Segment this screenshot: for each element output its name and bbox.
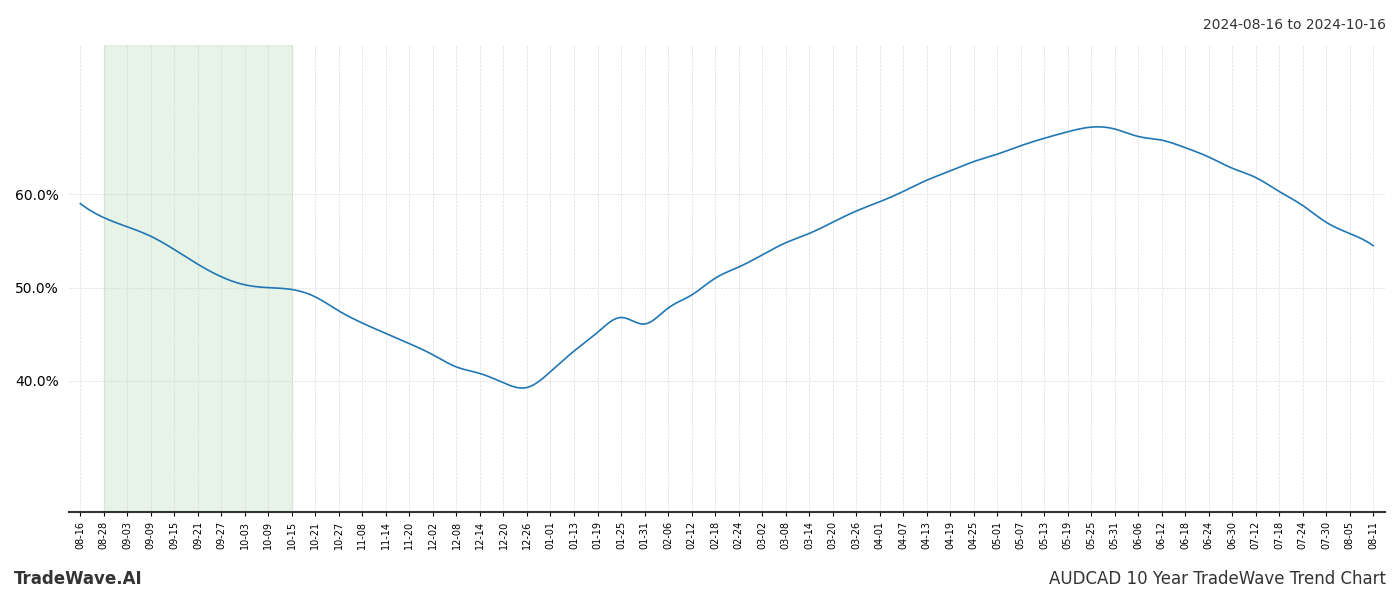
Text: TradeWave.AI: TradeWave.AI bbox=[14, 570, 143, 588]
Text: 2024-08-16 to 2024-10-16: 2024-08-16 to 2024-10-16 bbox=[1203, 18, 1386, 32]
Bar bbox=[104, 45, 293, 512]
Text: AUDCAD 10 Year TradeWave Trend Chart: AUDCAD 10 Year TradeWave Trend Chart bbox=[1049, 570, 1386, 588]
